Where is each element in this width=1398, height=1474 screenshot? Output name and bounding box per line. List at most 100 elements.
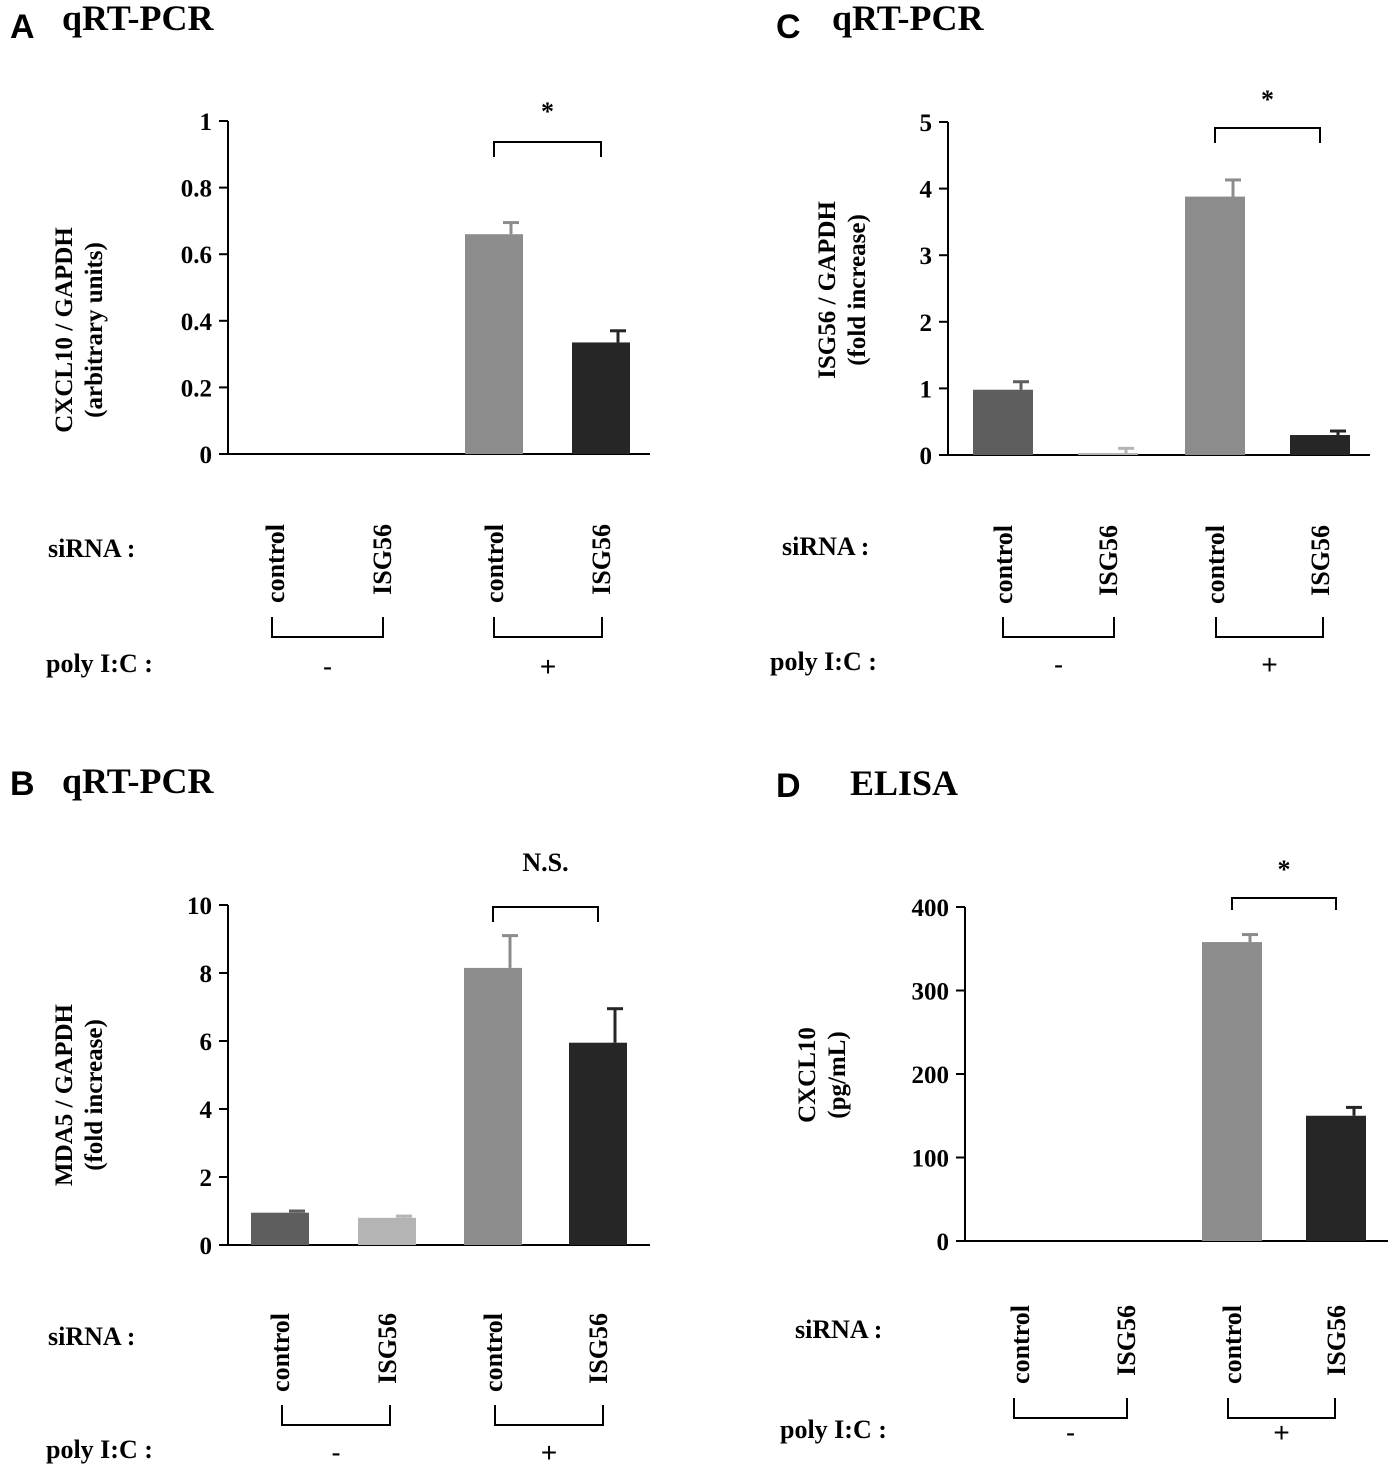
category-label: control	[1201, 525, 1230, 604]
y-tick-label: 2	[920, 310, 933, 337]
y-axis-label: CXCL10 / GAPDH (arbitrary units)	[51, 227, 108, 433]
panel-letter: D	[776, 767, 801, 805]
bar	[251, 1212, 309, 1245]
y-tick-label: 4	[920, 177, 933, 204]
category-label: control	[1218, 1305, 1247, 1384]
group-bracket	[1002, 617, 1115, 638]
poly-row-label: poly I:C :	[770, 647, 877, 676]
poly-plus-label: +	[540, 651, 556, 682]
category-label: ISG56	[1306, 525, 1335, 596]
category-label: control	[479, 1313, 508, 1392]
y-tick-label: 2	[200, 1165, 213, 1192]
y-axis-label-line: ISG56 / GAPDH	[814, 201, 841, 379]
poly-row-label: poly I:C :	[46, 649, 153, 678]
poly-plus-label: +	[1273, 1417, 1289, 1448]
y-tick-label: 4	[200, 1097, 213, 1124]
y-tick-label: 1	[200, 109, 213, 136]
y-tick-label: 8	[200, 961, 213, 988]
category-label: ISG56	[1112, 1305, 1141, 1376]
bar	[1078, 453, 1138, 455]
poly-row-label: poly I:C :	[780, 1415, 887, 1444]
y-tick-label: 100	[912, 1146, 950, 1173]
category-label: ISG56	[1322, 1305, 1351, 1376]
y-axis-label-line: CXCL10	[794, 1027, 821, 1123]
poly-plus-label: +	[541, 1437, 557, 1468]
category-label: ISG56	[368, 524, 397, 595]
bar	[465, 234, 523, 454]
bar	[464, 967, 522, 1245]
y-axis-label: MDA5 / GAPDH (fold increase)	[51, 1003, 108, 1185]
y-tick-label: 0	[200, 442, 213, 469]
y-axis-label-line: (fold increase)	[844, 214, 871, 366]
bar	[1202, 942, 1262, 1241]
category-label: control	[1006, 1305, 1035, 1384]
panel-title: qRT-PCR	[62, 0, 214, 38]
category-label: control	[266, 1313, 295, 1392]
y-axis-label: ISG56 / GAPDH (fold increase)	[814, 201, 871, 379]
category-label: ISG56	[587, 524, 616, 595]
significance-label: *	[541, 97, 554, 126]
significance-bracket	[1214, 127, 1321, 143]
group-bracket	[493, 617, 603, 638]
poly-minus-label: -	[1066, 1417, 1075, 1448]
bar	[1185, 196, 1245, 456]
group-bracket	[1227, 1398, 1336, 1419]
y-tick-label: 10	[187, 893, 212, 920]
y-axis-label-line: (pg/mL)	[824, 1031, 851, 1119]
panel-title: qRT-PCR	[832, 0, 984, 38]
significance-bracket	[492, 906, 599, 922]
bar	[358, 1217, 416, 1245]
category-label: control	[989, 525, 1018, 604]
sirna-row-label: siRNA :	[782, 532, 869, 561]
group-bracket	[494, 1405, 604, 1426]
poly-row-label: poly I:C :	[46, 1435, 153, 1464]
category-label: control	[261, 524, 290, 603]
bar	[569, 1042, 627, 1245]
y-axis-label: CXCL10 (pg/mL)	[794, 1027, 851, 1123]
category-label: ISG56	[373, 1313, 402, 1384]
significance-bracket	[493, 141, 602, 157]
category-label: ISG56	[584, 1313, 613, 1384]
y-axis-label-line: MDA5 / GAPDH	[51, 1003, 78, 1185]
category-label: control	[480, 524, 509, 603]
y-tick-label: 400	[912, 895, 950, 922]
significance-label: *	[1278, 855, 1291, 884]
y-tick-label: 0.8	[181, 176, 212, 203]
bar	[1290, 435, 1350, 455]
y-tick-label: 0.2	[181, 375, 212, 402]
y-tick-label: 3	[920, 243, 933, 270]
panel-d: D ELISA CXCL10 (pg/mL) 0 100 200 300 400 * siRNA :…	[776, 763, 1388, 1448]
panel-letter: C	[776, 8, 801, 46]
group-bracket	[271, 617, 384, 638]
poly-plus-label: +	[1261, 649, 1277, 680]
y-tick-label: 6	[200, 1029, 213, 1056]
sirna-row-label: siRNA :	[795, 1315, 882, 1344]
y-tick-label: 0	[200, 1233, 213, 1260]
y-axis-label-line: CXCL10 / GAPDH	[51, 227, 78, 433]
bar	[1306, 1115, 1366, 1241]
significance-bracket	[1231, 897, 1337, 910]
bar	[973, 389, 1033, 455]
y-tick-label: 0.4	[181, 309, 213, 336]
poly-minus-label: -	[331, 1437, 340, 1468]
panel-letter: B	[10, 765, 35, 803]
significance-label: N.S.	[522, 848, 568, 877]
bar	[572, 342, 630, 454]
y-axis-label-line: (arbitrary units)	[81, 242, 108, 418]
poly-minus-label: -	[323, 651, 332, 682]
sirna-row-label: siRNA :	[48, 534, 135, 563]
panel-letter: A	[10, 8, 35, 46]
group-bracket	[1013, 1398, 1128, 1419]
sirna-row-label: siRNA :	[48, 1322, 135, 1351]
y-tick-label: 0	[920, 443, 933, 470]
y-tick-label: 200	[912, 1062, 950, 1089]
group-bracket	[1215, 617, 1324, 638]
significance-label: *	[1261, 85, 1274, 114]
y-tick-label: 5	[920, 110, 933, 137]
y-axis-label-line: (fold increase)	[81, 1019, 108, 1171]
y-tick-label: 0.6	[181, 242, 212, 269]
poly-minus-label: -	[1054, 649, 1063, 680]
